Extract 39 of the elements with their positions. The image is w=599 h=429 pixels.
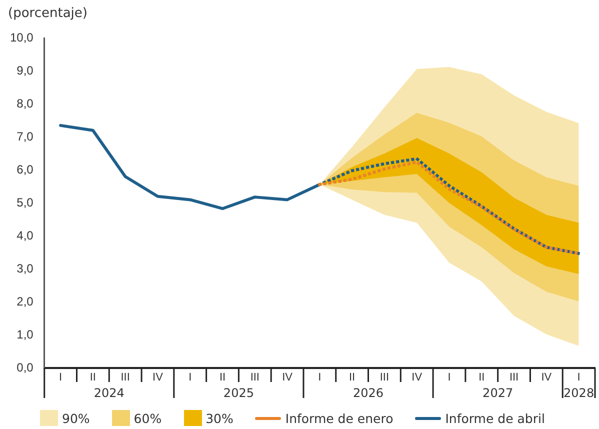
x-tick-label: I <box>188 372 192 384</box>
x-tick-label: IV <box>152 372 164 384</box>
legend-label: Informe de abril <box>445 410 545 426</box>
legend-label: 60% <box>134 410 162 426</box>
y-tick-label: 5,0 <box>16 195 34 210</box>
x-tick-label: I <box>59 372 62 384</box>
x-tick-label: III <box>380 372 390 384</box>
y-tick-label: 3,0 <box>16 261 34 276</box>
text: 2028 <box>564 386 594 400</box>
y-axis-title: (porcentaje) <box>8 6 88 21</box>
x-tick-label: IV <box>412 372 423 384</box>
y-tick-label: 8,0 <box>16 96 34 110</box>
x-tick-label: II <box>349 372 356 384</box>
text: 2024 <box>94 386 124 400</box>
legend-label: 30% <box>206 410 234 426</box>
legend-label: Informe de enero <box>285 410 394 426</box>
x-tick-label: III <box>120 372 130 384</box>
y-tick-label: 2,0 <box>16 294 34 308</box>
y-tick-label: 1,0 <box>16 327 34 342</box>
x-tick-label: I <box>318 372 322 384</box>
y-tick-label: 6,0 <box>16 162 34 176</box>
x-tick-label: IV <box>541 372 552 384</box>
y-tick-label: 0,0 <box>16 360 34 374</box>
x-tick-label: III <box>509 372 519 384</box>
x-tick-label: II <box>478 372 485 384</box>
y-tick-label: 7,0 <box>16 129 34 144</box>
text: 2027 <box>482 386 514 400</box>
x-tick-label: III <box>250 372 260 384</box>
text: 2026 <box>352 386 384 400</box>
x-tick-label: I <box>448 372 451 384</box>
y-tick-label: 4,0 <box>16 228 34 242</box>
y-tick-label: 10,0 <box>10 30 34 44</box>
x-tick-label: II <box>90 372 96 384</box>
x-tick-label: I <box>577 372 580 384</box>
x-tick-label: IV <box>282 372 294 384</box>
x-tick-label: II <box>219 372 226 384</box>
text: 2025 <box>223 386 254 400</box>
y-tick-label: 9,0 <box>16 63 34 78</box>
legend-label: 90% <box>62 410 90 426</box>
